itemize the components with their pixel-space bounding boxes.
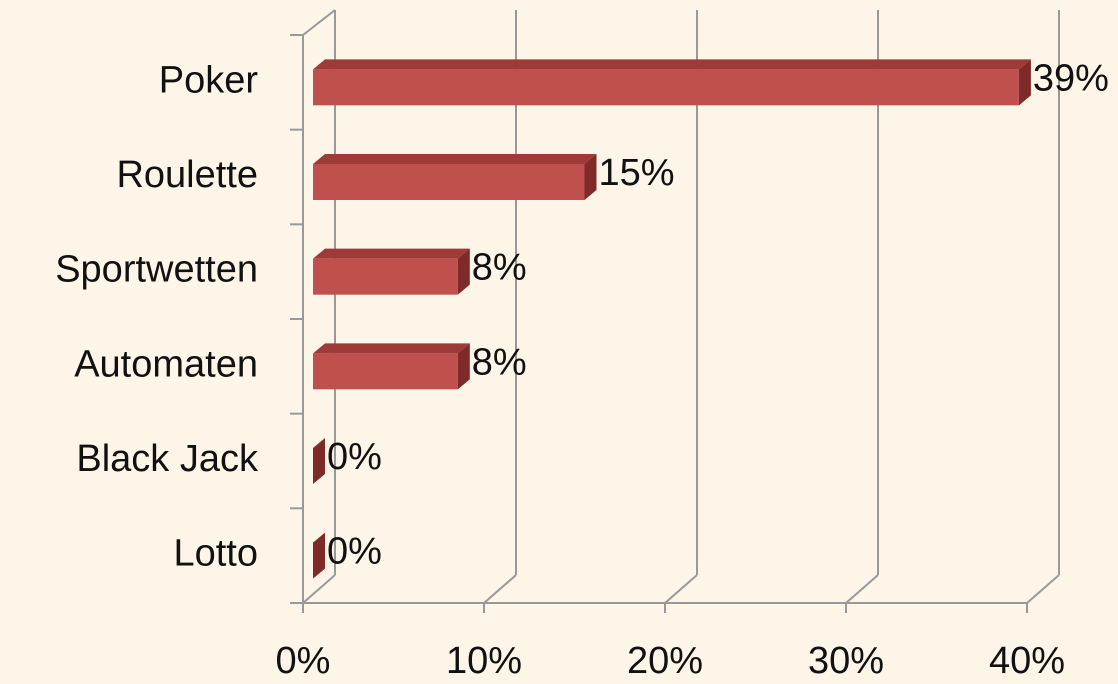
value-label: 15% (599, 152, 675, 194)
bar (313, 59, 1031, 106)
left-wall-top (302, 9, 336, 36)
value-label: 0% (327, 531, 382, 573)
bar-top (313, 59, 1031, 70)
bar-front (313, 164, 585, 200)
x-tick-label: 0% (276, 640, 331, 682)
bar-front (313, 69, 1019, 106)
y-tick-label: Roulette (116, 154, 258, 196)
bar-side (1018, 59, 1031, 106)
value-label: 0% (327, 436, 382, 478)
grid-line (664, 574, 698, 604)
bar-top (313, 343, 470, 354)
x-tick-label: 20% (627, 640, 703, 682)
value-label: 8% (472, 247, 527, 289)
bar (313, 532, 325, 579)
grid-line (845, 574, 879, 604)
grid-line (1026, 574, 1060, 604)
bar-side (584, 154, 597, 200)
y-tick-label: Black Jack (76, 438, 259, 480)
bar (313, 248, 470, 295)
y-tick-label: Poker (159, 59, 259, 101)
x-tick-label: 40% (989, 640, 1065, 682)
bar-top (313, 248, 470, 259)
bar (313, 154, 597, 200)
y-tick-label: Sportwetten (55, 249, 258, 291)
bar (313, 438, 325, 484)
bar-front (313, 353, 458, 390)
value-label: 8% (472, 341, 527, 383)
y-tick-label: Automaten (74, 343, 258, 385)
grid-line (302, 574, 336, 604)
bar (313, 343, 470, 390)
bar-side (457, 248, 470, 295)
bar-front (313, 258, 458, 295)
bar-side (313, 532, 325, 579)
value-label: 39% (1033, 57, 1109, 99)
y-tick-label: Lotto (173, 533, 258, 575)
grid-line (483, 574, 517, 604)
bar-top (313, 154, 597, 164)
bar-side (457, 343, 470, 390)
bar-side (313, 438, 325, 484)
x-tick-label: 30% (808, 640, 884, 682)
x-tick-label: 10% (446, 640, 522, 682)
